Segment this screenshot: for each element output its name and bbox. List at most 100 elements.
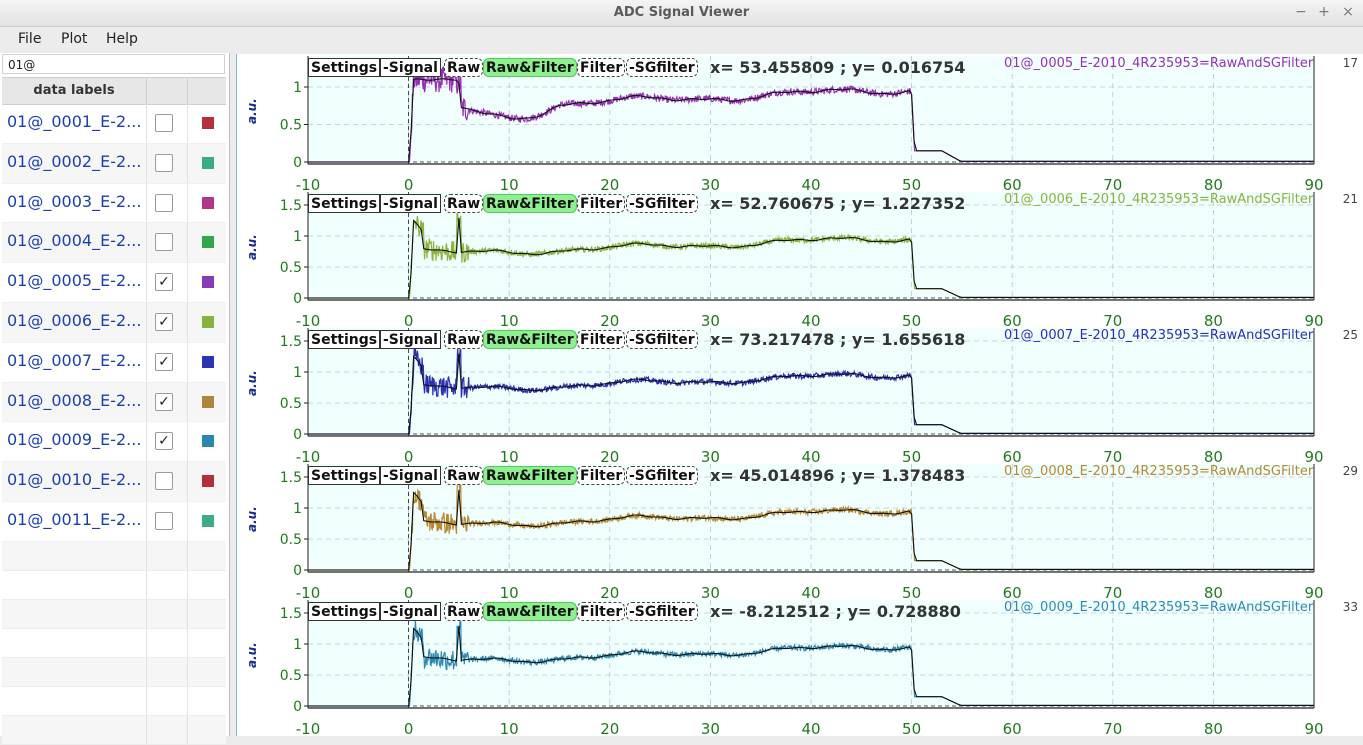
empty-row (2, 599, 226, 629)
list-item[interactable]: 01@_0009_E-2... ✓ (2, 422, 226, 463)
visibility-checkbox[interactable] (155, 233, 173, 252)
list-item[interactable]: 01@_0010_E-2... (2, 462, 226, 502)
settings-button[interactable]: Settings (308, 330, 381, 349)
raw-and-filter-button[interactable]: Raw&Filter (483, 58, 577, 77)
y-tick-label: 0.5 (280, 260, 302, 276)
visibility-checkbox[interactable] (155, 472, 173, 491)
close-icon[interactable]: × (1342, 4, 1354, 20)
menu-file[interactable]: File (18, 31, 42, 47)
color-swatch[interactable] (202, 196, 214, 209)
y-tick-label: 0.5 (280, 532, 302, 548)
color-swatch[interactable] (202, 475, 214, 488)
visibility-checkbox[interactable] (155, 114, 173, 132)
list-item[interactable]: 01@_0007_E-2... ✓ (2, 342, 226, 383)
data-label[interactable]: 01@_0008_E-2... (7, 390, 142, 410)
settings-button[interactable]: Settings (308, 466, 381, 485)
plot-area: 1 0.5 0 -10 0 10 20 30 40 50 60 70 80 90 Settings -Sign… (236, 54, 1363, 736)
data-label[interactable]: 01@_0002_E-2... (7, 151, 142, 171)
list-item[interactable]: 01@_0006_E-2... ✓ (2, 302, 226, 343)
color-swatch[interactable] (202, 156, 214, 169)
data-label[interactable]: 01@_0003_E-2... (7, 191, 142, 211)
signal-plot[interactable]: 1.5 1 0.5 0 -10 0 10 20 30 40 50 60 70 80 90 Settings -S… (237, 462, 1363, 598)
signal-chart[interactable]: 1.5 1 0.5 0 -10 0 10 20 30 40 50 60 70 80 90 (237, 462, 1363, 598)
raw-button[interactable]: Raw (444, 602, 484, 621)
list-item[interactable]: 01@_0003_E-2... (2, 183, 226, 224)
sgfilter-button[interactable]: -SGfilter (626, 194, 698, 213)
data-label[interactable]: 01@_0010_E-2... (7, 470, 142, 490)
raw-and-filter-button[interactable]: Raw&Filter (483, 602, 577, 621)
list-item[interactable]: 01@_0005_E-2... ✓ (2, 263, 226, 303)
raw-button[interactable]: Raw (444, 58, 484, 77)
filter-button[interactable]: Filter (577, 330, 626, 349)
data-label[interactable]: 01@_0009_E-2... (7, 430, 142, 450)
x-tick-label: 20 (600, 720, 619, 734)
settings-button[interactable]: Settings (308, 194, 381, 213)
visibility-checkbox[interactable] (155, 193, 173, 212)
signal-button[interactable]: -Signal (380, 330, 441, 349)
data-label[interactable]: 01@_0001_E-2... (7, 112, 142, 131)
data-labels-panel: 01@ data labels 01@_0001_E-2... 01@_0002_… (0, 53, 230, 745)
list-item[interactable]: 01@_0008_E-2... ✓ (2, 382, 226, 423)
raw-and-filter-button[interactable]: Raw&Filter (483, 330, 577, 349)
data-label[interactable]: 01@_0004_E-2... (7, 231, 142, 251)
y-tick-label: 1.5 (280, 198, 302, 214)
visibility-checkbox[interactable] (155, 511, 173, 530)
sgfilter-button[interactable]: -SGfilter (626, 330, 698, 349)
series-label: 01@_0008_E-2010_4R235953=RawAndSGFilter (1004, 464, 1314, 479)
visibility-checkbox[interactable]: ✓ (155, 392, 173, 411)
visibility-checkbox[interactable] (155, 153, 173, 172)
y-tick-label: 1 (293, 229, 302, 245)
color-swatch[interactable] (202, 514, 214, 527)
menu-help[interactable]: Help (106, 31, 138, 47)
color-swatch[interactable] (202, 355, 214, 368)
visibility-checkbox[interactable]: ✓ (155, 273, 173, 292)
minimize-icon[interactable]: − (1295, 4, 1307, 20)
filter-button[interactable]: Filter (577, 194, 626, 213)
data-label[interactable]: 01@_0011_E-2... (7, 509, 142, 529)
list-item[interactable]: 01@_0001_E-2... (2, 104, 226, 144)
signal-button[interactable]: -Signal (380, 194, 441, 213)
filter-button[interactable]: Filter (577, 58, 626, 77)
signal-button[interactable]: -Signal (380, 58, 441, 77)
signal-plot[interactable]: 1.5 1 0.5 0 -10 0 10 20 30 40 50 60 70 80 90 Settings -S… (237, 326, 1363, 462)
sgfilter-button[interactable]: -SGfilter (626, 58, 698, 77)
menu-plot[interactable]: Plot (61, 31, 88, 47)
sgfilter-button[interactable]: -SGfilter (626, 466, 698, 485)
filter-button[interactable]: Filter (577, 602, 626, 621)
x-tick-label: 50 (902, 720, 921, 734)
color-swatch[interactable] (202, 315, 214, 328)
list-item[interactable]: 01@_0011_E-2... (2, 501, 226, 542)
sgfilter-button[interactable]: -SGfilter (626, 602, 698, 621)
color-swatch[interactable] (202, 117, 214, 129)
visibility-checkbox[interactable]: ✓ (155, 432, 173, 451)
y-tick-label: 0 (293, 155, 302, 171)
signal-button[interactable]: -Signal (380, 466, 441, 485)
maximize-icon[interactable]: + (1318, 4, 1330, 20)
list-item[interactable]: 01@_0002_E-2... (2, 143, 226, 184)
header-data-labels[interactable]: data labels (2, 78, 147, 104)
visibility-checkbox[interactable]: ✓ (155, 352, 173, 371)
raw-button[interactable]: Raw (444, 194, 484, 213)
data-label[interactable]: 01@_0007_E-2... (7, 350, 142, 370)
signal-plot[interactable]: 1.5 1 0.5 0 -10 0 10 20 30 40 50 60 70 80 90 Settings -S… (237, 190, 1363, 326)
list-item[interactable]: 01@_0004_E-2... (2, 223, 226, 264)
raw-button[interactable]: Raw (444, 330, 484, 349)
color-swatch[interactable] (202, 435, 214, 448)
color-swatch[interactable] (202, 236, 214, 249)
header-checkbox-column[interactable] (147, 78, 188, 104)
color-swatch[interactable] (202, 395, 214, 408)
color-swatch[interactable] (202, 276, 214, 289)
signal-plot[interactable]: 1 0.5 0 -10 0 10 20 30 40 50 60 70 80 90 Settings -Sign… (237, 54, 1363, 190)
settings-button[interactable]: Settings (308, 602, 381, 621)
data-label[interactable]: 01@_0005_E-2... (7, 271, 142, 291)
search-input[interactable]: 01@ (2, 54, 225, 74)
raw-and-filter-button[interactable]: Raw&Filter (483, 194, 577, 213)
signal-button[interactable]: -Signal (380, 602, 441, 621)
raw-and-filter-button[interactable]: Raw&Filter (483, 466, 577, 485)
signal-plot[interactable]: 1.5 1 0.5 0 -10 0 10 20 30 40 50 60 70 80 90 Settings -S… (237, 598, 1363, 734)
filter-button[interactable]: Filter (577, 466, 626, 485)
data-label[interactable]: 01@_0006_E-2... (7, 310, 142, 330)
raw-button[interactable]: Raw (444, 466, 484, 485)
visibility-checkbox[interactable]: ✓ (155, 312, 173, 331)
settings-button[interactable]: Settings (308, 58, 381, 77)
